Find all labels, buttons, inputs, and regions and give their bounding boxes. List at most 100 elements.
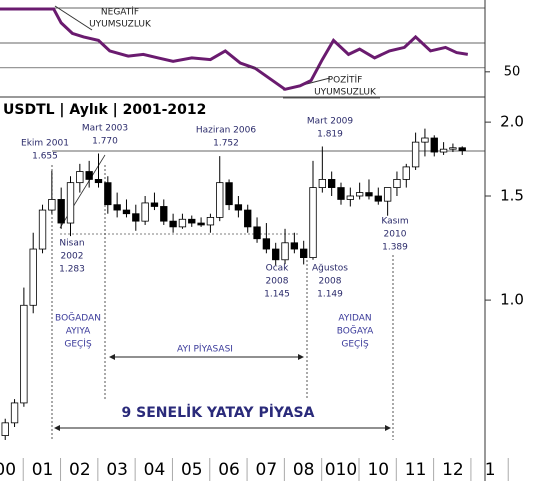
candle-body (300, 248, 308, 259)
candle-body (402, 166, 410, 180)
candle-body (216, 182, 224, 218)
candle-body (76, 171, 84, 184)
candle-body (20, 304, 28, 404)
phase-label: AYIDAN (338, 314, 371, 324)
x-tick-label: 04 (144, 460, 166, 480)
phase-label: 9 SENELİK YATAY PİYASA (122, 404, 315, 421)
annotation-value: 1.819 (317, 130, 343, 140)
candle-body (281, 242, 289, 261)
x-tick-label: 02 (69, 460, 91, 480)
candle-body (318, 179, 327, 188)
annotation: 2008 (319, 277, 342, 287)
x-tick-label: 01 (32, 460, 54, 480)
candle-body (355, 192, 364, 197)
candle-body (262, 238, 271, 250)
annotation-value: 1.770 (92, 137, 118, 147)
y-tick-label: 50 (504, 64, 521, 79)
candle-body (132, 213, 140, 222)
y-tick-label: 1.5 (500, 186, 524, 204)
annotation: Mart 2003 (82, 124, 128, 134)
candle-body (1, 422, 9, 436)
candle-body (374, 195, 382, 202)
y-tick-label: 2.0 (500, 113, 524, 131)
annotation-value: 1.752 (213, 139, 239, 149)
candle-body (439, 148, 448, 153)
x-tick-label: 06 (218, 460, 240, 480)
x-tick-label: 11 (405, 460, 427, 480)
phase-label: GEÇİŞ (64, 339, 92, 350)
x-tick-label: 07 (256, 460, 278, 480)
annotation: 2010 (384, 230, 407, 240)
y-tick-label: 1.0 (500, 291, 524, 309)
annotation: Ekim 2001 (21, 139, 69, 149)
candle-body (178, 218, 187, 228)
candle-body (346, 195, 354, 200)
phase-label: GEÇİŞ (341, 339, 369, 350)
candle-body (244, 209, 252, 228)
x-tick-label: 03 (106, 460, 128, 480)
candle-body (38, 209, 47, 250)
candle-body (206, 216, 215, 226)
candle-body (328, 179, 336, 188)
phase-label: AYIYA (66, 327, 91, 337)
phase-label: BOĞAYA (337, 325, 374, 337)
oscillator-line (0, 7, 469, 91)
x-tick-label: 08 (293, 460, 315, 480)
annotation-value: 1.389 (382, 243, 408, 253)
candle-body (290, 242, 299, 250)
candle-body (411, 141, 420, 168)
annotation-value: 1.283 (59, 265, 85, 275)
annotation: 2002 (61, 252, 84, 262)
candle-body (48, 199, 56, 211)
candle-body (225, 182, 233, 206)
x-tick-label: 05 (181, 460, 203, 480)
candle-body (383, 187, 392, 202)
annotation-value: 1.149 (317, 290, 343, 300)
plot (0, 7, 469, 440)
candle-body (234, 204, 243, 211)
x-tick-label: 10 (367, 460, 389, 480)
annotation: Kasım (381, 217, 408, 227)
candle-body (449, 147, 457, 150)
annotation: NEGATİF (101, 7, 139, 18)
candle-body (85, 171, 93, 180)
candle-body (122, 209, 131, 215)
divergence-line (54, 5, 93, 31)
candle-body (94, 179, 103, 184)
x-tick-label: 00 (0, 460, 16, 480)
phase-label: AYI PİYASASI (177, 344, 233, 355)
candle-body (197, 222, 205, 226)
chart-title: USDTL | Aylık | 2001-2012 (3, 102, 206, 118)
candle-body (57, 199, 65, 224)
candle-body (29, 248, 37, 306)
candle-body (365, 192, 373, 197)
candle-body (10, 402, 19, 424)
annotation: UYUMSUZLUK (314, 88, 377, 98)
annotation: 2008 (266, 277, 289, 287)
annotation: Ocak (266, 264, 290, 274)
candle-body (188, 218, 196, 224)
candle-body (113, 204, 121, 211)
candle-body (337, 187, 345, 200)
candle-body (309, 187, 317, 258)
annotation-value: 1.145 (264, 290, 290, 300)
candle-body (160, 206, 168, 222)
x-tick-label: 010 (325, 460, 357, 480)
x-tick-label: 1 (485, 460, 496, 480)
annotation: Haziran 2006 (196, 126, 256, 136)
phase-label: BOĞADAN (55, 312, 101, 324)
candle-body (458, 147, 466, 152)
candle-body (393, 179, 401, 188)
candle-body (169, 220, 177, 228)
candle-body (150, 202, 159, 207)
candle-body (66, 182, 75, 224)
annotation: UYUMSUZLUK (89, 20, 152, 30)
x-tick-label: 12 (442, 460, 464, 480)
candle-body (430, 137, 438, 153)
annotation-value: 1.655 (32, 152, 58, 162)
candle-body (272, 248, 280, 261)
annotation: Nisan (59, 239, 84, 249)
candle-body (421, 137, 429, 143)
candle-body (104, 182, 112, 206)
